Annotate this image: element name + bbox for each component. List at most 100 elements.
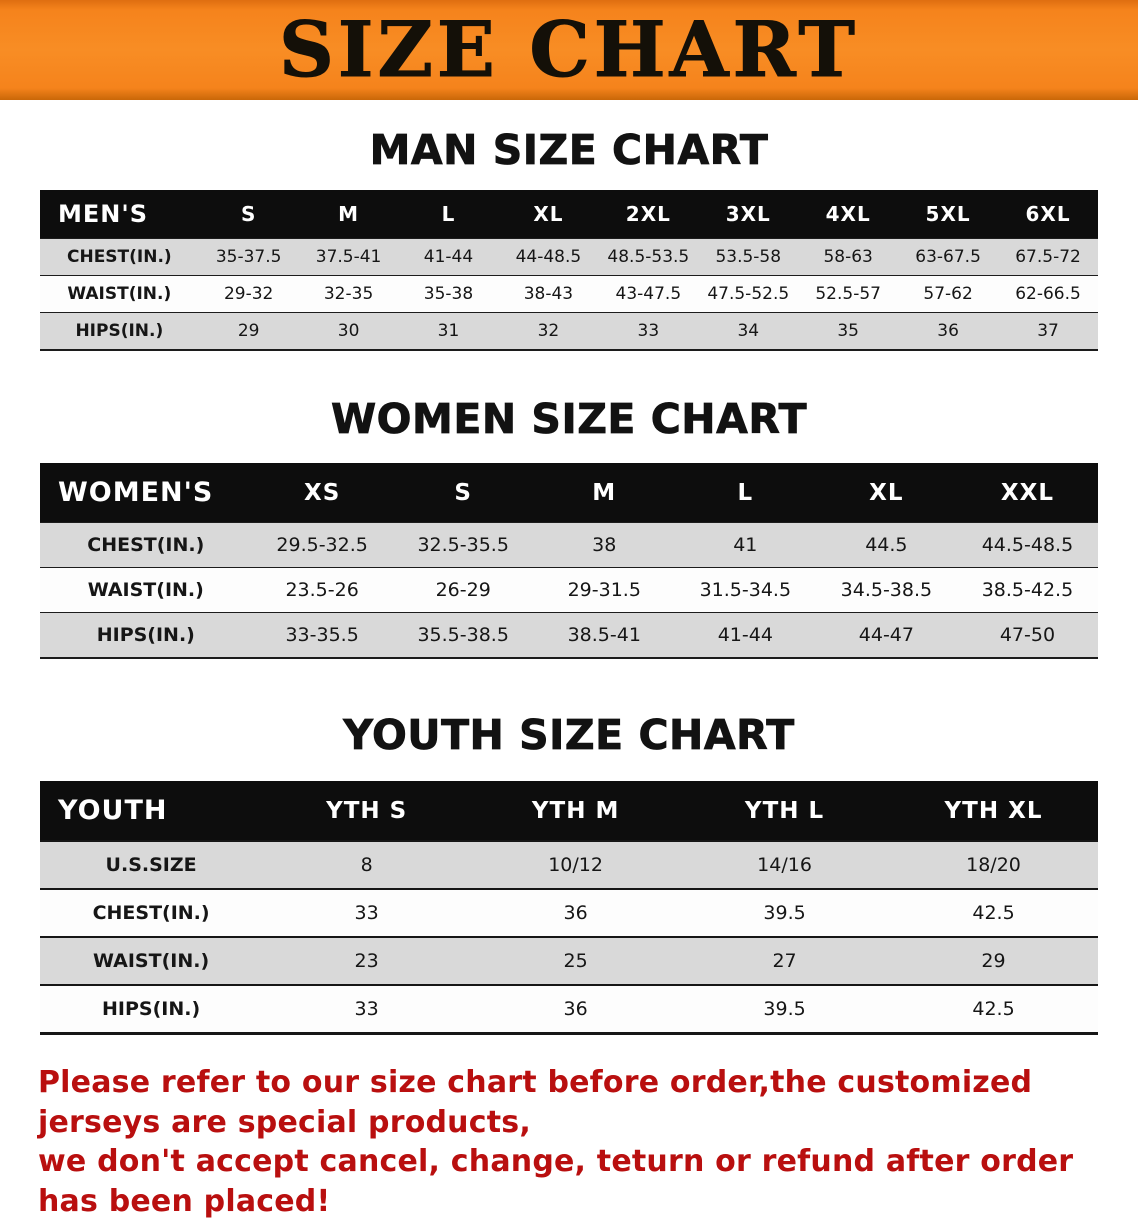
men-size-chart-heading: MAN SIZE CHART [369,126,769,175]
size-header-cell: 6XL [998,190,1098,239]
table-row: WAIST(IN.) 23 25 27 29 [40,937,1098,985]
size-cell: 47.5-52.5 [707,284,790,304]
table-row: HIPS(IN.) 33 36 39.5 42.5 [40,985,1098,1034]
size-cell: 44.5-48.5 [981,534,1074,556]
youth-size-table: YOUTH YTH S YTH M YTH L YTH XL U.S.SIZE 8 10/1… [40,781,1098,1035]
size-cell: 52.5-57 [815,284,881,304]
table-header-row: MEN'S S M L XL 2XL 3XL 4XL 5XL 6XL [40,190,1098,239]
table-row: U.S.SIZE 8 10/12 14/16 18/20 [40,841,1098,889]
table-title-cell: WOMEN'S [40,463,252,523]
disclaimer-line-2: we don't accept cancel, change, teturn o… [38,1144,1074,1219]
size-cell: 41-44 [423,247,474,267]
size-cell: 41-44 [717,624,773,646]
table-row: WAIST(IN.) 29-32 32-35 35-38 38-43 43-47.5 47.… [40,275,1098,313]
size-cell: 33-35.5 [285,624,359,646]
size-cell: 32 [537,321,560,341]
size-header-cell: L [398,190,499,239]
size-cell: 44-47 [858,624,914,646]
banner-title: SIZE CHART [279,5,859,94]
size-cell: 39.5 [763,998,806,1020]
size-cell: 58-63 [823,247,873,267]
size-cell: 48.5-53.5 [607,247,690,267]
size-header-cell: XXL [956,463,1098,523]
size-cell: 36 [563,902,588,924]
size-cell: 32.5-35.5 [417,534,509,556]
size-cell: 29.5-32.5 [276,534,368,556]
size-cell: 38-43 [523,284,574,304]
size-cell: 57-62 [923,284,973,304]
size-cell: 25 [563,950,588,972]
size-header-cell: 2XL [598,190,699,239]
size-cell: 67.5-72 [1015,247,1081,267]
size-cell: 27 [772,950,797,972]
table-title-cell: YOUTH [40,781,263,841]
size-cell: 42.5 [972,998,1015,1020]
size-cell: 39.5 [763,902,806,924]
size-header-cell: L [674,463,816,523]
size-cell: 18/20 [966,854,1021,876]
size-header-cell: 5XL [898,190,999,239]
size-header-cell: YTH M [471,781,681,841]
size-cell: 23 [354,950,379,972]
size-header-cell: XL [815,463,957,523]
section-men: MAN SIZE CHART MEN'S S M L XL 2XL 3XL 4XL 5XL 6XL… [0,126,1138,351]
table-header-row: YOUTH YTH S YTH M YTH L YTH XL [40,781,1098,841]
size-cell: 37.5-41 [315,247,382,267]
size-cell: 29-31.5 [567,579,641,601]
table-row: CHEST(IN.) 35-37.5 37.5-41 41-44 44-48.5 48.5… [40,238,1098,276]
size-cell: 33 [354,902,379,924]
size-cell: 47-50 [999,624,1056,646]
size-cell: 53.5-58 [715,247,782,267]
table-row: CHEST(IN.) 33 36 39.5 42.5 [40,889,1098,937]
section-women: WOMEN SIZE CHART WOMEN'S XS S M L XL XXL CHEST… [0,395,1138,659]
row-label: WAIST(IN.) [87,579,204,601]
size-cell: 38.5-41 [567,624,641,646]
table-header-row: WOMEN'S XS S M L XL XXL [40,463,1098,523]
size-header-cell: XS [251,463,393,523]
size-chart-banner: SIZE CHART [0,0,1138,100]
row-label: HIPS(IN.) [96,624,195,646]
row-label: HIPS(IN.) [102,998,201,1020]
size-cell: 26-29 [435,579,491,601]
row-label: HIPS(IN.) [75,321,164,341]
size-header-cell: YTH L [680,781,890,841]
size-cell: 34.5-38.5 [840,579,933,601]
size-cell: 43-47.5 [615,284,682,304]
size-header-cell: S [392,463,534,523]
size-cell: 37 [1037,321,1059,341]
size-header-cell: M [298,190,399,239]
size-header-cell: S [198,190,299,239]
size-cell: 31.5-34.5 [699,579,792,601]
row-label: WAIST(IN.) [93,950,210,972]
size-cell: 29 [981,950,1006,972]
row-label: CHEST(IN.) [92,902,210,924]
table-row: HIPS(IN.) 29 30 31 32 33 34 35 36 37 [40,312,1098,350]
size-cell: 10/12 [548,854,603,876]
size-cell: 42.5 [972,902,1015,924]
disclaimer: Please refer to our size chart before or… [38,1063,1100,1221]
row-label: CHEST(IN.) [87,534,205,556]
size-cell: 63-67.5 [915,247,981,267]
size-cell: 38 [592,534,617,556]
table-row: CHEST(IN.) 29.5-32.5 32.5-35.5 38 41 44.5 44.5… [40,522,1098,568]
size-cell: 34 [737,321,760,341]
size-cell: 35-37.5 [215,247,282,267]
size-header-cell: YTH XL [889,781,1098,841]
row-label: WAIST(IN.) [67,284,172,304]
size-header-cell: 3XL [698,190,799,239]
size-cell: 29 [237,321,260,341]
row-label: U.S.SIZE [105,854,197,876]
size-header-cell: M [533,463,675,523]
youth-size-chart-heading: YOUTH SIZE CHART [343,711,795,760]
size-cell: 14/16 [757,854,812,876]
size-cell: 32-35 [323,284,374,304]
size-cell: 36 [563,998,588,1020]
size-header-cell: YTH S [262,781,472,841]
size-header-cell: XL [498,190,599,239]
size-cell: 23.5-26 [285,579,359,601]
size-cell: 31 [437,321,460,341]
table-row: HIPS(IN.) 33-35.5 35.5-38.5 38.5-41 41-44 44-… [40,612,1098,658]
size-cell: 8 [360,854,373,876]
size-cell: 35 [837,321,859,341]
womens-size-table: WOMEN'S XS S M L XL XXL CHEST(IN.) 29.5-32.5 32.… [40,463,1098,659]
